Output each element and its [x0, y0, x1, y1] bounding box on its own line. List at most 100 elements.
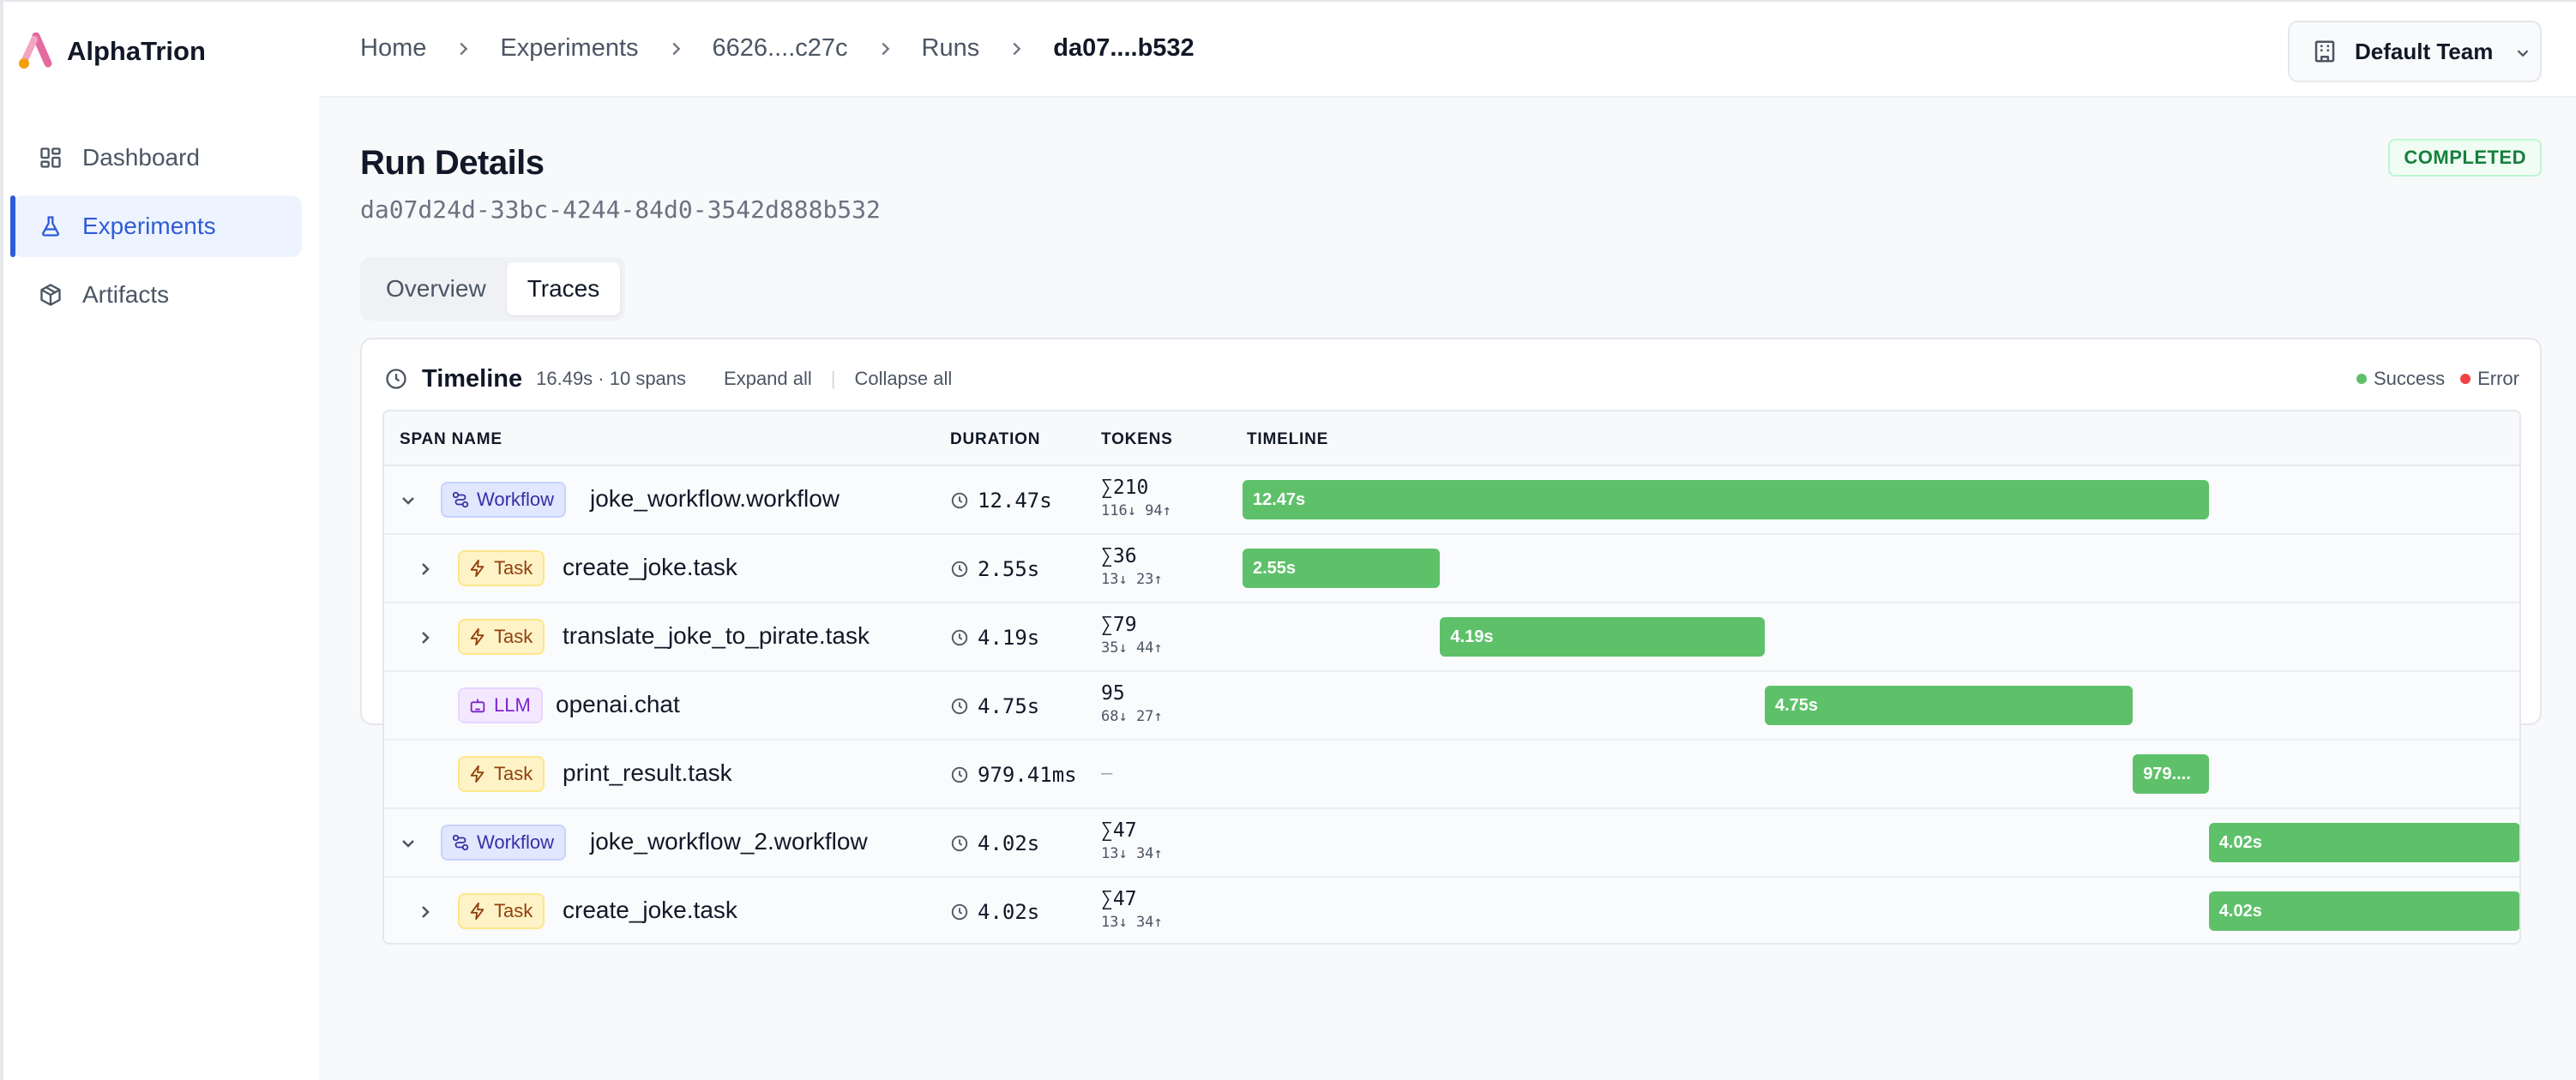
span-kind-badge: Workflow	[441, 482, 567, 518]
tokens-io: 116↓ 94↑	[1101, 502, 1171, 519]
span-name[interactable]: translate_joke_to_pirate.task	[563, 622, 870, 649]
chevron-down-icon	[2513, 42, 2532, 61]
clock-icon	[950, 765, 969, 784]
timeline-header: Timeline 16.49s · 10 spans Expand all | …	[384, 362, 2519, 396]
breadcrumb-runs[interactable]: Runs	[921, 34, 980, 62]
chevron-right-icon	[874, 38, 896, 60]
tokens-total: 95	[1101, 682, 1125, 705]
span-name[interactable]: joke_workflow.workflow	[590, 485, 840, 512]
breadcrumb-run-id: da07....b532	[1053, 34, 1195, 62]
chevron-right-icon	[1005, 38, 1027, 60]
spans-table: SPAN NAME DURATION TOKENS TIMELINE Workf…	[382, 410, 2521, 945]
logo-icon	[17, 32, 53, 70]
sidebar-item-artifacts[interactable]: Artifacts	[12, 264, 302, 326]
span-tokens: ∑210 116↓ 94↑	[1101, 477, 1171, 519]
chevron-down-icon[interactable]	[398, 490, 418, 511]
column-header-duration: DURATION	[950, 430, 1041, 448]
table-row[interactable]: Task create_joke.task 2.55s ∑36 13↓ 23↑ 2.55s	[384, 535, 2519, 603]
grid-icon	[38, 145, 63, 171]
span-duration: 979.41ms	[950, 763, 1077, 787]
table-row[interactable]: Task print_result.task 979.41ms — 979....	[384, 741, 2519, 809]
package-icon	[38, 282, 63, 308]
column-header-timeline: TIMELINE	[1247, 430, 1329, 448]
span-kind-badge: Task	[458, 619, 545, 655]
clock-icon	[950, 903, 969, 921]
span-name[interactable]: print_result.task	[563, 759, 732, 786]
tokens-io: 68↓ 27↑	[1101, 708, 1163, 725]
success-dot	[2356, 374, 2367, 384]
tab-traces[interactable]: Traces	[506, 262, 621, 315]
tab-overview[interactable]: Overview	[386, 275, 486, 302]
sidebar-item-dashboard[interactable]: Dashboard	[12, 127, 302, 189]
sidebar: AlphaTrion Dashboard Experiments Artifac…	[0, 0, 319, 1080]
page-title: Run Details	[360, 144, 545, 182]
tokens-io: 13↓ 34↑	[1101, 914, 1163, 931]
timeline-bar[interactable]: 2.55s	[1243, 549, 1441, 588]
clock-icon	[950, 834, 969, 853]
span-name[interactable]: create_joke.task	[563, 897, 737, 923]
clock-icon	[950, 628, 969, 647]
table-header: SPAN NAME DURATION TOKENS TIMELINE	[384, 411, 2519, 466]
workflow-icon	[451, 833, 470, 852]
timeline-bar[interactable]: 4.02s	[2208, 823, 2519, 862]
column-header-span-name: SPAN NAME	[400, 430, 503, 448]
sidebar-item-experiments[interactable]: Experiments	[10, 195, 302, 257]
table-row[interactable]: LLM openai.chat 4.75s 95 68↓ 27↑ 4.75s	[384, 672, 2519, 741]
error-dot	[2460, 374, 2471, 384]
flask-icon	[38, 213, 63, 239]
top-header: Home Experiments 6626....c27c Runs da07.…	[319, 0, 2576, 98]
expand-all-button[interactable]: Expand all	[724, 368, 812, 389]
sidebar-item-label: Experiments	[82, 213, 216, 239]
table-row[interactable]: Workflow joke_workflow.workflow 12.47s ∑210…	[384, 466, 2519, 535]
status-badge: COMPLETED	[2388, 139, 2542, 177]
span-name[interactable]: create_joke.task	[563, 554, 737, 580]
team-selector[interactable]: Default Team	[2288, 21, 2542, 82]
timeline-bar[interactable]: 4.75s	[1765, 686, 2134, 725]
chevron-right-icon[interactable]	[415, 902, 436, 922]
breadcrumb-experiments[interactable]: Experiments	[500, 34, 639, 62]
timeline-meta: 16.49s · 10 spans	[536, 368, 687, 389]
divider: |	[830, 368, 836, 389]
span-tokens: ∑47 13↓ 34↑	[1101, 819, 1163, 862]
tokens-io: 13↓ 34↑	[1101, 845, 1163, 862]
chevron-down-icon[interactable]	[398, 833, 418, 854]
table-row[interactable]: Workflow joke_workflow_2.workflow 4.02s ∑47…	[384, 809, 2519, 878]
table-body: Workflow joke_workflow.workflow 12.47s ∑210…	[384, 466, 2519, 943]
table-row[interactable]: Task create_joke.task 4.02s ∑47 13↓ 34↑ 4.02s	[384, 878, 2519, 943]
span-tokens: ∑36 13↓ 23↑	[1101, 545, 1163, 588]
collapse-all-button[interactable]: Collapse all	[854, 368, 953, 389]
timeline-bar[interactable]: 979....	[2133, 754, 2209, 794]
clock-icon	[950, 560, 969, 579]
timeline-card: Timeline 16.49s · 10 spans Expand all | …	[360, 338, 2542, 945]
timeline-bar[interactable]: 4.02s	[2208, 891, 2519, 931]
sidebar-nav: Dashboard Experiments Artifacts	[10, 127, 302, 333]
clock-icon	[384, 367, 408, 391]
chevron-right-icon[interactable]	[415, 559, 436, 579]
span-name[interactable]: joke_workflow_2.workflow	[590, 828, 868, 855]
tokens-empty: —	[1101, 763, 1113, 784]
lightning-icon	[468, 902, 487, 921]
team-label: Default Team	[2355, 38, 2494, 64]
span-tokens: ∑79 35↓ 44↑	[1101, 614, 1163, 657]
breadcrumb-home[interactable]: Home	[360, 34, 427, 62]
timeline-bar[interactable]: 4.19s	[1440, 617, 1765, 657]
tokens-total: ∑47	[1101, 888, 1137, 910]
span-duration: 4.02s	[950, 831, 1039, 855]
legend-success: Success	[2356, 368, 2445, 390]
tokens-total: ∑210	[1101, 477, 1149, 499]
table-row[interactable]: Task translate_joke_to_pirate.task 4.19s ∑7…	[384, 603, 2519, 672]
chevron-right-icon	[665, 38, 687, 60]
tokens-total: ∑36	[1101, 545, 1137, 567]
chevron-right-icon[interactable]	[415, 627, 436, 648]
legend-error: Error	[2460, 368, 2519, 390]
breadcrumb-experiment-id[interactable]: 6626....c27c	[712, 34, 848, 62]
chevron-right-icon	[452, 38, 474, 60]
span-name[interactable]: openai.chat	[556, 691, 680, 717]
tokens-total: ∑47	[1101, 819, 1137, 842]
span-duration: 4.02s	[950, 900, 1039, 924]
span-kind-badge: Workflow	[441, 825, 567, 861]
brand[interactable]: AlphaTrion	[17, 32, 206, 70]
tokens-io: 13↓ 23↑	[1101, 571, 1163, 588]
timeline-bar[interactable]: 12.47s	[1243, 480, 2209, 519]
sidebar-item-label: Dashboard	[82, 144, 200, 171]
